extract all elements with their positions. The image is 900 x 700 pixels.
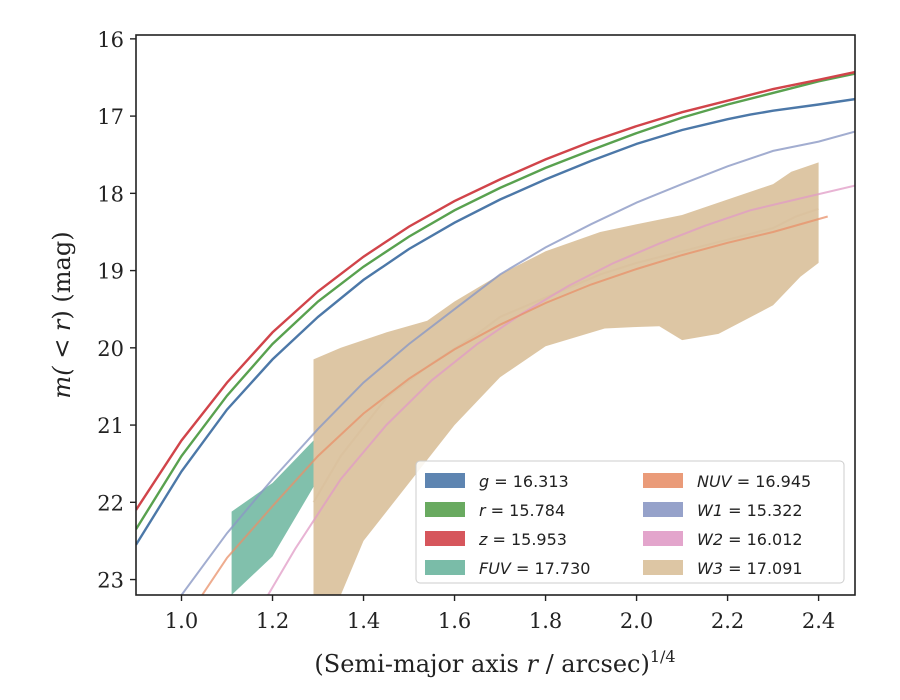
x-axis-label: (Semi-major axis r / arcsec)1/4	[314, 647, 675, 678]
legend-label-z: z = 15.953	[478, 530, 567, 549]
plot-frame	[135, 34, 856, 596]
series-line-g	[136, 97, 855, 546]
legend-label-w1: W1 = 15.322	[697, 501, 803, 520]
legend-label-w2: W2 = 16.012	[697, 530, 803, 549]
y-tick-label: 20	[97, 337, 124, 361]
y-axis-label: m( < r) (mag)	[48, 231, 76, 398]
series-line-w2	[266, 184, 855, 595]
legend-label-g: g = 16.313	[479, 472, 569, 491]
series-line-z	[136, 70, 855, 511]
legend-label-fuv: FUV = 17.730	[479, 559, 590, 578]
y-tick-label: 17	[97, 105, 124, 129]
legend-swatch-w3	[643, 560, 683, 575]
x-tick-label: 2.2	[711, 609, 744, 633]
legend-label-nuv: NUV = 16.945	[697, 472, 811, 491]
series-line-r	[136, 72, 855, 530]
y-tick-label: 16	[97, 28, 124, 52]
fuv-band	[231, 440, 314, 595]
plot-area	[136, 70, 855, 595]
legend: g = 16.313 r = 15.784 z = 15.953 FUV = 17.7…	[415, 460, 845, 584]
legend-label-w3: W3 = 17.091	[697, 559, 803, 578]
y-tick-label: 22	[97, 491, 124, 515]
x-tick-label: 2.4	[802, 609, 835, 633]
x-tick-label: 1.0	[165, 609, 198, 633]
x-tick-label: 1.4	[347, 609, 380, 633]
y-tick-label: 18	[97, 182, 124, 206]
legend-swatch-fuv	[425, 560, 465, 575]
legend-label-r: r = 15.784	[479, 501, 565, 520]
legend-swatch-g	[425, 473, 465, 488]
legend-swatch-z	[425, 531, 465, 546]
series-line-nuv	[200, 215, 828, 595]
legend-box	[415, 460, 845, 584]
axes: 1.0 1.2 1.4 1.6 1.8 2.0 2.2 2.4 16 17 18 19 20 21 22 23	[97, 28, 835, 633]
y-tick-label: 19	[97, 260, 124, 284]
legend-swatch-w1	[643, 502, 683, 517]
y-tick-label: 21	[97, 414, 124, 438]
x-tick-label: 1.6	[438, 609, 471, 633]
x-tick-label: 1.8	[529, 609, 562, 633]
legend-swatch-w2	[643, 531, 683, 546]
x-tick-label: 2.0	[620, 609, 653, 633]
legend-swatch-nuv	[643, 473, 683, 488]
legend-swatch-r	[425, 502, 465, 517]
x-tick-label: 1.2	[256, 609, 289, 633]
series-line-w1	[180, 130, 855, 595]
w3-band	[313, 162, 819, 595]
y-tick-label: 23	[97, 569, 124, 593]
series-line-w3	[312, 207, 819, 503]
